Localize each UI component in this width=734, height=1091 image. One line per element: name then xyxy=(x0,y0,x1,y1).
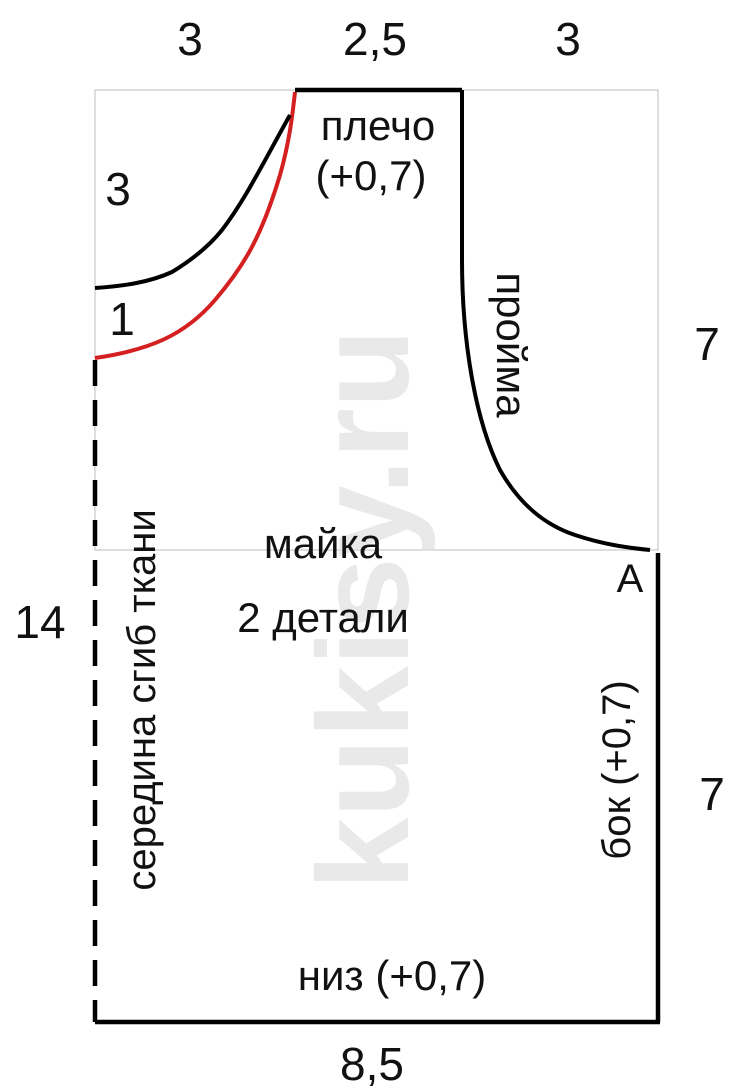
dimension-top-left: 3 xyxy=(177,13,203,65)
shoulder-label: плечо xyxy=(321,102,435,149)
shoulder-allowance-label: (+0,7) xyxy=(316,152,427,199)
garment-title: майка xyxy=(264,520,383,567)
neckline-black-line xyxy=(94,114,292,290)
dimension-bottom: 8,5 xyxy=(340,1038,404,1090)
neckline-red-line xyxy=(94,91,297,360)
dimension-left: 14 xyxy=(14,596,65,648)
dimension-neck-depth-lower: 1 xyxy=(109,293,135,345)
watermark: kukisy.ru xyxy=(290,329,436,890)
point-a-label: А xyxy=(617,557,644,601)
dimension-neck-depth-upper: 3 xyxy=(105,163,131,215)
hem-label: низ (+0,7) xyxy=(298,952,486,999)
armhole-line xyxy=(460,90,651,552)
dimension-right-lower: 7 xyxy=(699,768,725,820)
pieces-count: 2 детали xyxy=(237,594,409,641)
side-label: бок (+0,7) xyxy=(595,680,639,859)
dimension-top-middle: 2,5 xyxy=(343,13,407,65)
dimension-top-right: 3 xyxy=(555,13,581,65)
dimension-right-upper: 7 xyxy=(694,318,720,370)
armhole-label: пройма xyxy=(488,272,535,418)
center-fold-label: середина сгиб ткани xyxy=(120,509,164,890)
